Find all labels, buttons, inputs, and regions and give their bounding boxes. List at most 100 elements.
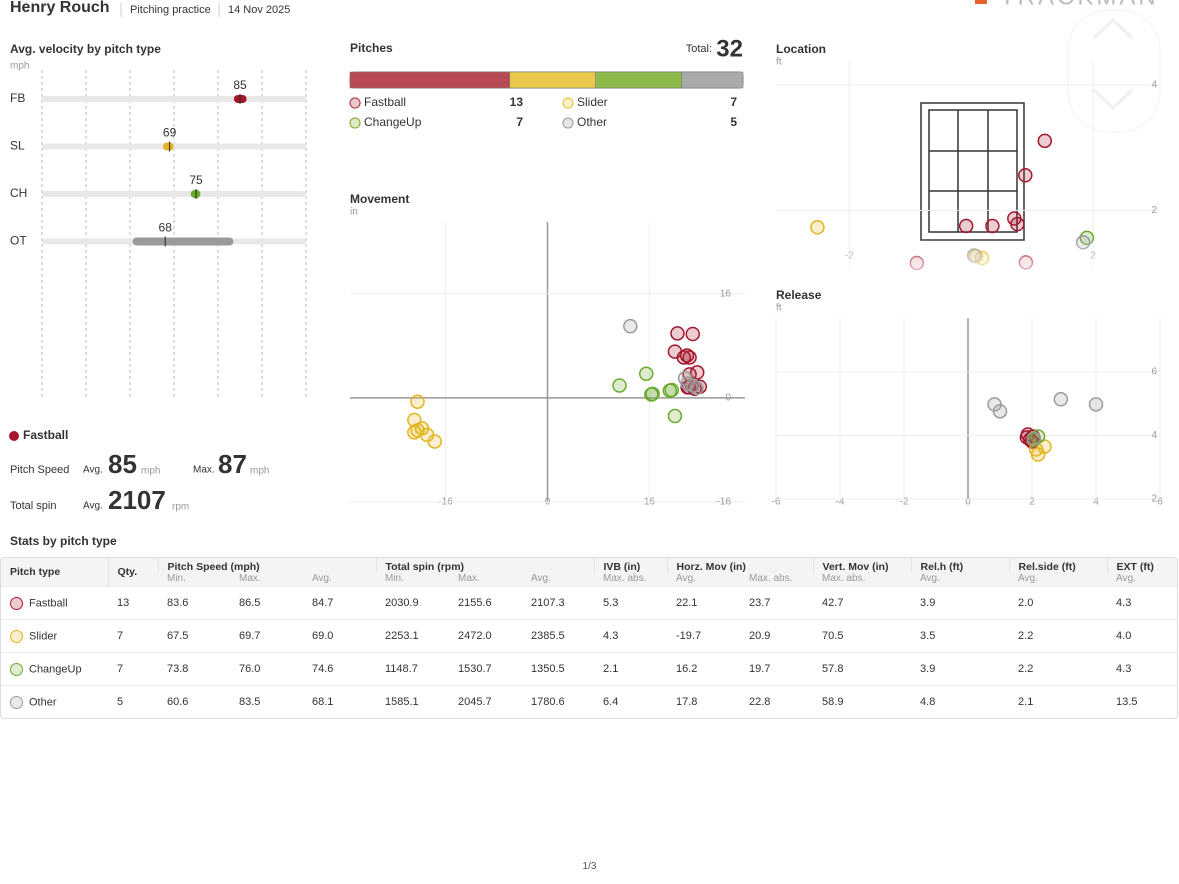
pitch-dot — [10, 662, 23, 676]
table-cell: 57.8 — [813, 652, 912, 686]
logo-icon — [975, 0, 987, 4]
pitch-type-cell: ChangeUp — [1, 652, 108, 686]
table-cell: 20.9 — [740, 619, 814, 653]
pitch-point — [664, 382, 679, 398]
table-row: Slider 7 67.5 69.7 69.0 2253.1 2472.0 2385.5 4.3… — [1, 619, 1177, 653]
table-cell: 74.6 — [303, 652, 376, 686]
x-tick-label: 6 — [1157, 497, 1163, 508]
x-tick-label: -6 — [772, 497, 781, 508]
table-cell: 5 — [108, 685, 158, 718]
value-label: 85 — [233, 78, 247, 92]
table-cell: 22.8 — [740, 685, 814, 718]
table-cell: 4.8 — [911, 685, 1010, 718]
table-cell: 4.3 — [1107, 586, 1177, 620]
bar-segment — [509, 71, 596, 89]
table-cell: 3.9 — [911, 652, 1010, 686]
x-tick-label: 4 — [1093, 497, 1099, 508]
column-subheader: Avg. — [522, 573, 595, 587]
table-cell: 86.5 — [230, 586, 303, 620]
column-subheader: Max. — [230, 573, 303, 587]
summary-dot — [9, 431, 19, 441]
table-cell: 42.7 — [813, 586, 912, 620]
y-tick-label: 2 — [1151, 494, 1157, 505]
stats-table: Pitch type Qty. Pitch Speed (mph) Total spi… — [1, 558, 1177, 718]
pitch-point — [1026, 431, 1042, 446]
label: Avg. — [83, 501, 103, 512]
pitch-name: Slider — [29, 629, 58, 642]
table-title: Stats by pitch type — [10, 534, 117, 548]
pitch-point — [1018, 168, 1033, 183]
column-subheader: Min. — [158, 573, 230, 587]
pitch-point — [639, 366, 654, 381]
legend-label: ChangeUp — [364, 115, 422, 129]
y-tick-label: 0 — [725, 392, 731, 403]
category-label: OT — [10, 234, 27, 248]
table-cell: 2.2 — [1009, 652, 1108, 686]
column-subheader: Min. — [376, 573, 449, 587]
pitch-point — [410, 423, 425, 438]
y-tick-label: 2 — [1151, 205, 1157, 216]
column-subheader: Max. — [449, 573, 522, 587]
table-cell: 17.8 — [667, 685, 741, 718]
table-cell: -19.7 — [667, 619, 741, 653]
summary-pitch: Fastball — [23, 428, 68, 442]
edge-fade — [776, 238, 1160, 278]
table-cell: 7 — [108, 619, 158, 653]
y-tick-label: 6 — [1151, 367, 1157, 378]
table-row: Fastball 13 83.6 86.5 84.7 2030.9 2155.6 2107.3… — [1, 586, 1177, 620]
table-cell: 1148.7 — [376, 652, 449, 686]
pitch-point — [612, 378, 627, 393]
pitch-point — [1010, 216, 1025, 232]
pitch-point — [682, 350, 697, 365]
pitch-point — [1053, 392, 1069, 407]
x-tick-label: -2 — [900, 497, 909, 508]
pitch-point — [1088, 397, 1104, 412]
category-label: CH — [10, 186, 27, 200]
track — [42, 143, 306, 150]
table-cell: 68.1 — [303, 685, 376, 718]
table-cell: 4.0 — [1107, 619, 1177, 653]
pitch-point — [670, 326, 685, 341]
table-cell: 19.7 — [740, 652, 814, 686]
y-tick-label: -16 — [717, 497, 732, 508]
subheader-row: Min. Max. Avg. Min. Max. Avg. Max. abs. Avg. Max… — [1, 573, 1177, 587]
column-header: Qty. — [107, 558, 158, 587]
legend-count: 7 — [516, 115, 523, 129]
table-cell: 84.7 — [303, 586, 376, 620]
legend-label: Slider — [577, 95, 608, 109]
charts: Henry Rouch Pitching practice 14 Nov 202… — [9, 0, 1163, 515]
label: Total spin — [10, 500, 56, 512]
pitch-point — [667, 408, 683, 424]
column-subheader: Avg. — [1107, 573, 1177, 587]
pitch-dot — [10, 695, 23, 709]
table-cell: 4.3 — [594, 619, 668, 653]
chart-title: Release — [776, 288, 822, 302]
table-cell: 83.6 — [158, 586, 230, 620]
table-cell: 7 — [108, 652, 158, 686]
chart-subtitle: ft — [776, 303, 782, 314]
table-cell: 13.5 — [1107, 685, 1177, 718]
table-cell: 23.7 — [740, 586, 814, 620]
table-cell: 69.0 — [303, 619, 376, 653]
total: 32 — [716, 35, 743, 62]
table-cell: 2.1 — [1009, 685, 1108, 718]
pitch-point — [685, 326, 701, 342]
chart-title: Pitches — [350, 41, 393, 55]
table-cell: 22.1 — [667, 586, 741, 620]
unit: mph — [250, 466, 269, 477]
bar-segment — [681, 71, 744, 89]
label: Max. — [193, 465, 215, 476]
table-cell: 2045.7 — [449, 685, 522, 718]
table-cell: 60.6 — [158, 685, 230, 718]
table-cell: 1350.5 — [522, 652, 595, 686]
bar-segment — [595, 71, 682, 89]
legend-count: 7 — [730, 95, 737, 109]
total-label: Total: — [686, 43, 712, 55]
table-cell: 3.9 — [911, 586, 1010, 620]
column-header: Rel.side (ft) — [1008, 558, 1108, 573]
column-header: Vert. Mov (in) — [812, 558, 912, 573]
pitch-dot — [10, 629, 23, 643]
page-number: 1/3 — [582, 861, 597, 872]
pitch-point — [985, 218, 1000, 234]
